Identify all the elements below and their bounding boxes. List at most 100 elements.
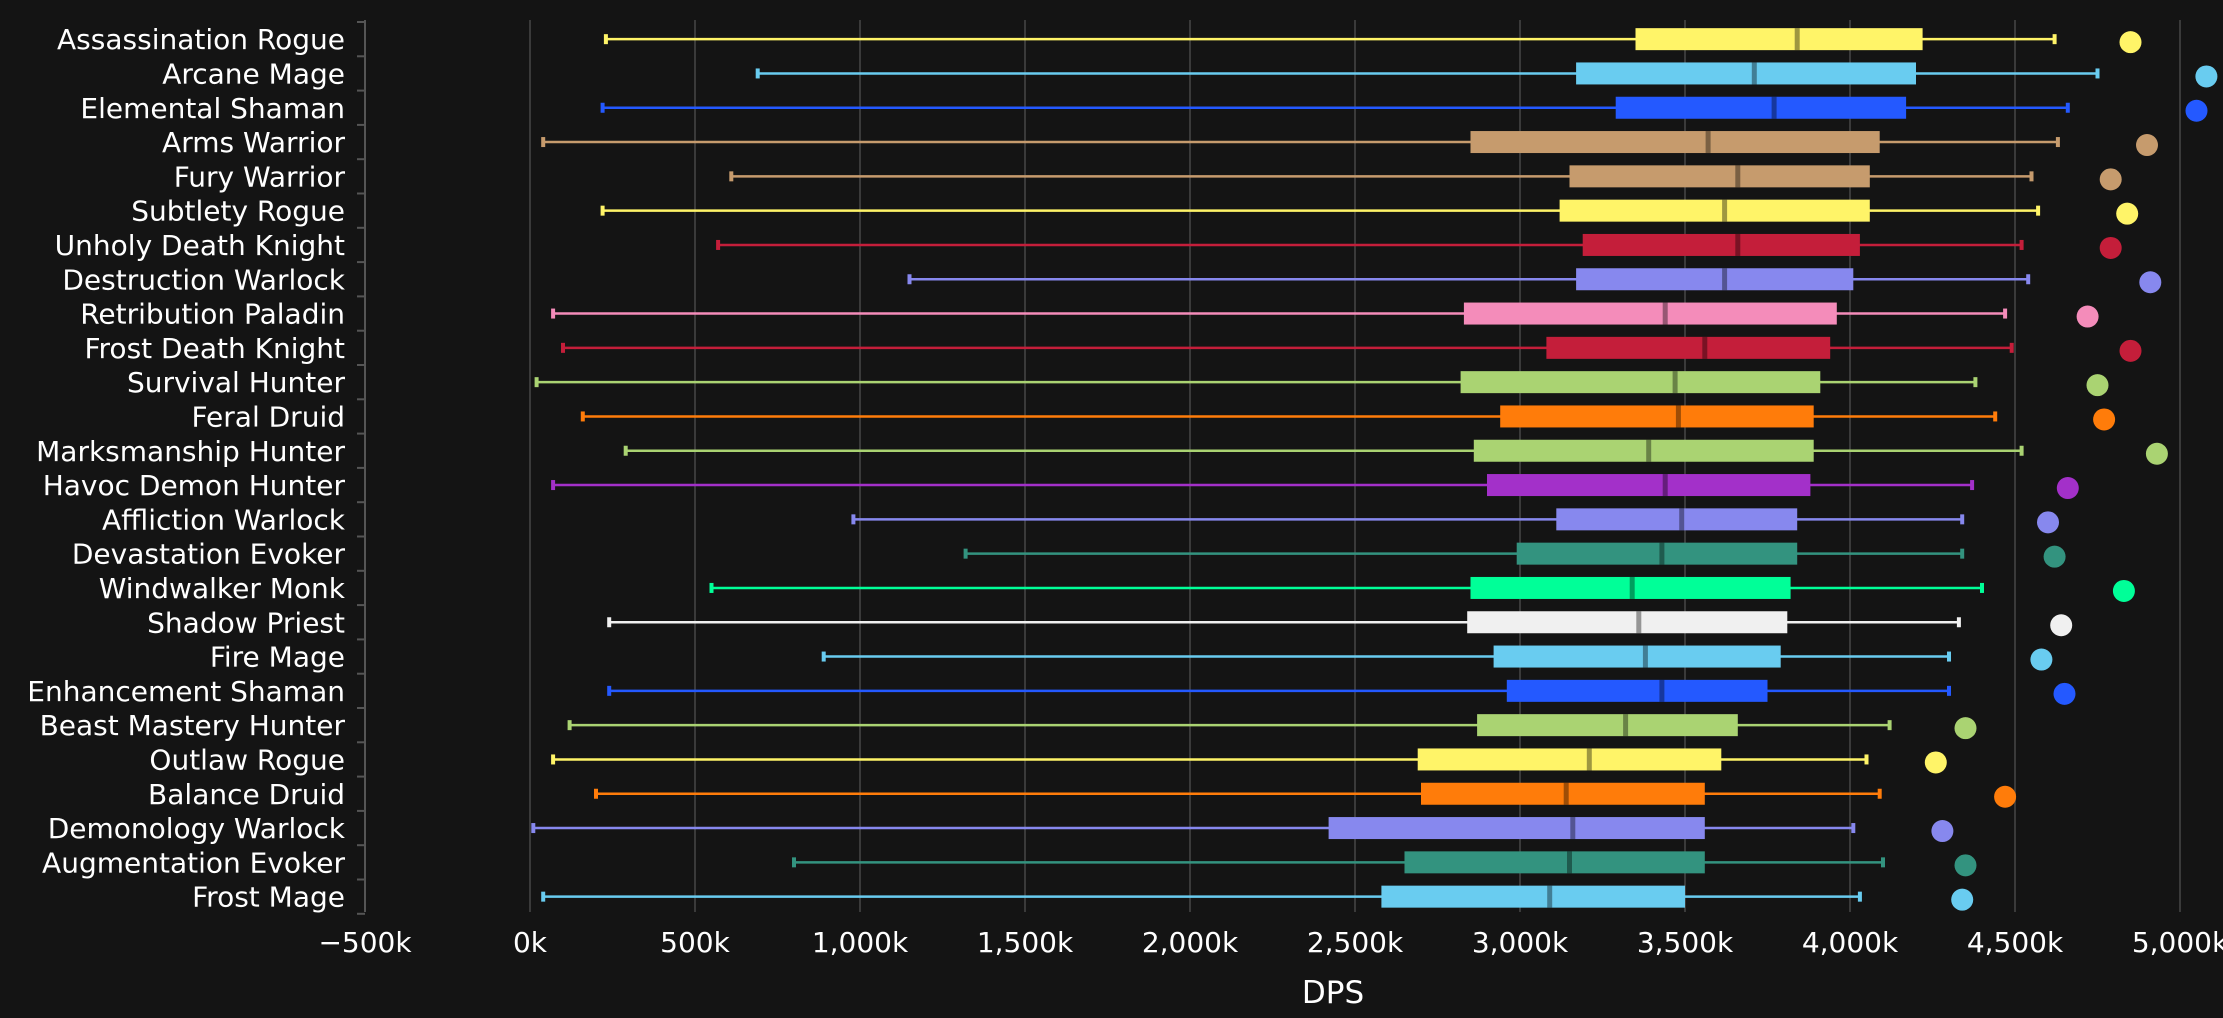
box-group xyxy=(623,439,2168,465)
category-label: Survival Hunter xyxy=(127,366,346,399)
box-iqr xyxy=(1487,474,1811,497)
outlier-point xyxy=(2136,134,2158,157)
box-iqr xyxy=(1635,28,1923,51)
outlier-point xyxy=(2195,65,2218,88)
outlier-point xyxy=(1924,751,1947,774)
box-iqr xyxy=(1582,233,1860,256)
outlier-point xyxy=(2116,202,2139,225)
outlier-point xyxy=(1951,888,1974,911)
box-iqr xyxy=(1576,62,1916,85)
outlier-point xyxy=(2099,168,2122,191)
category-label: Unholy Death Knight xyxy=(55,229,345,262)
category-label: Subtlety Rogue xyxy=(131,195,345,228)
category-label: Assassination Rogue xyxy=(57,23,345,56)
box-iqr xyxy=(1576,268,1854,291)
x-tick-label: 5,000k xyxy=(2132,926,2223,959)
outlier-point xyxy=(2043,545,2066,568)
box-group xyxy=(851,508,2059,534)
box-iqr xyxy=(1470,131,1880,154)
box-group xyxy=(709,576,2135,602)
category-label: Devastation Evoker xyxy=(72,538,346,571)
box-group xyxy=(963,542,2066,568)
x-tick-label: 4,500k xyxy=(1967,926,2064,959)
box-iqr xyxy=(1328,817,1705,840)
box-group xyxy=(716,233,2122,259)
box-group xyxy=(594,782,2017,808)
box-iqr xyxy=(1516,542,1798,565)
outlier-point xyxy=(2086,374,2109,397)
x-tick-label: 500k xyxy=(660,926,730,959)
outlier-point xyxy=(2037,511,2059,534)
x-tick-label: 4,000k xyxy=(1802,926,1899,959)
box-group xyxy=(821,645,2053,671)
box-group xyxy=(603,28,2142,54)
box-group xyxy=(600,96,2208,122)
box-group xyxy=(551,748,1947,774)
box-group xyxy=(729,165,2122,191)
outlier-point xyxy=(1954,854,1977,877)
category-label: Balance Druid xyxy=(148,778,345,811)
category-label: Fire Mage xyxy=(210,641,345,674)
box-iqr xyxy=(1381,885,1685,908)
category-label: Augmentation Evoker xyxy=(42,846,345,879)
category-label: Arms Warrior xyxy=(162,126,345,159)
outlier-point xyxy=(1954,717,1977,740)
category-label: Retribution Paladin xyxy=(80,298,345,331)
category-label: Destruction Warlock xyxy=(62,263,345,296)
box-iqr xyxy=(1546,336,1831,359)
box-group xyxy=(792,851,1977,877)
category-label: Elemental Shaman xyxy=(80,92,345,125)
category-label: Marksmanship Hunter xyxy=(36,435,345,468)
box-group xyxy=(541,131,2158,157)
outlier-point xyxy=(2145,442,2168,465)
box-group xyxy=(541,885,1974,911)
outlier-point xyxy=(2076,305,2099,328)
box-iqr xyxy=(1473,439,1814,462)
box-group xyxy=(534,371,2109,397)
outlier-point xyxy=(2099,236,2122,259)
category-label: Fury Warrior xyxy=(174,160,346,193)
box-iqr xyxy=(1467,611,1788,634)
box-group xyxy=(531,817,1954,843)
box-group xyxy=(551,302,2099,328)
outlier-point xyxy=(2093,408,2116,431)
category-label: Enhancement Shaman xyxy=(27,675,345,708)
outlier-point xyxy=(2056,477,2079,500)
x-tick-label: 2,000k xyxy=(1142,926,1239,959)
outlier-point xyxy=(2119,339,2142,362)
box-iqr xyxy=(1477,714,1738,737)
category-label: Feral Druid xyxy=(191,400,345,433)
category-label: Outlaw Rogue xyxy=(149,743,345,776)
box-iqr xyxy=(1404,851,1705,874)
outlier-point xyxy=(2112,579,2135,602)
category-label: Windwalker Monk xyxy=(99,572,346,605)
box-iqr xyxy=(1470,576,1791,599)
box-series xyxy=(531,28,2218,911)
box-group xyxy=(600,199,2139,225)
box-iqr xyxy=(1417,748,1722,771)
x-tick-label: 1,500k xyxy=(977,926,1074,959)
x-tick-label: 2,500k xyxy=(1307,926,1404,959)
box-iqr xyxy=(1506,679,1768,702)
outlier-point xyxy=(1994,785,2017,808)
x-tick-label: 3,000k xyxy=(1472,926,1569,959)
category-label: Affliction Warlock xyxy=(102,503,346,536)
x-tick-label: 0k xyxy=(513,926,548,959)
outlier-point xyxy=(2030,648,2053,671)
category-label: Arcane Mage xyxy=(162,57,345,90)
box-iqr xyxy=(1500,405,1814,428)
box-group xyxy=(561,336,2142,362)
box-iqr xyxy=(1463,302,1837,325)
box-group xyxy=(567,714,1977,740)
outlier-point xyxy=(2185,99,2208,122)
x-tick-label: 3,500k xyxy=(1637,926,1734,959)
box-iqr xyxy=(1559,199,1870,222)
box-group xyxy=(551,474,2079,500)
outlier-point xyxy=(1931,820,1954,843)
outlier-point xyxy=(2119,31,2142,54)
box-iqr xyxy=(1615,96,1907,119)
category-label: Demonology Warlock xyxy=(48,812,346,845)
category-label: Beast Mastery Hunter xyxy=(40,709,346,742)
